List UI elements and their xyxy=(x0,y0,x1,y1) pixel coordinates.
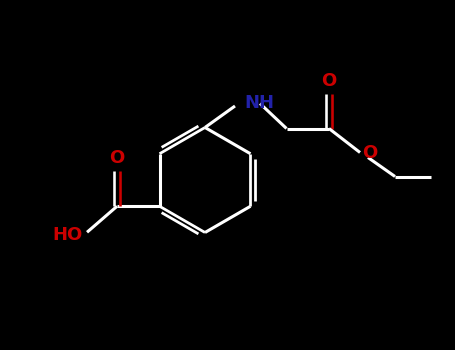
Text: NH: NH xyxy=(244,94,274,112)
Text: O: O xyxy=(363,144,378,161)
Text: O: O xyxy=(321,71,337,90)
Text: HO: HO xyxy=(53,226,83,244)
Text: O: O xyxy=(109,149,125,167)
